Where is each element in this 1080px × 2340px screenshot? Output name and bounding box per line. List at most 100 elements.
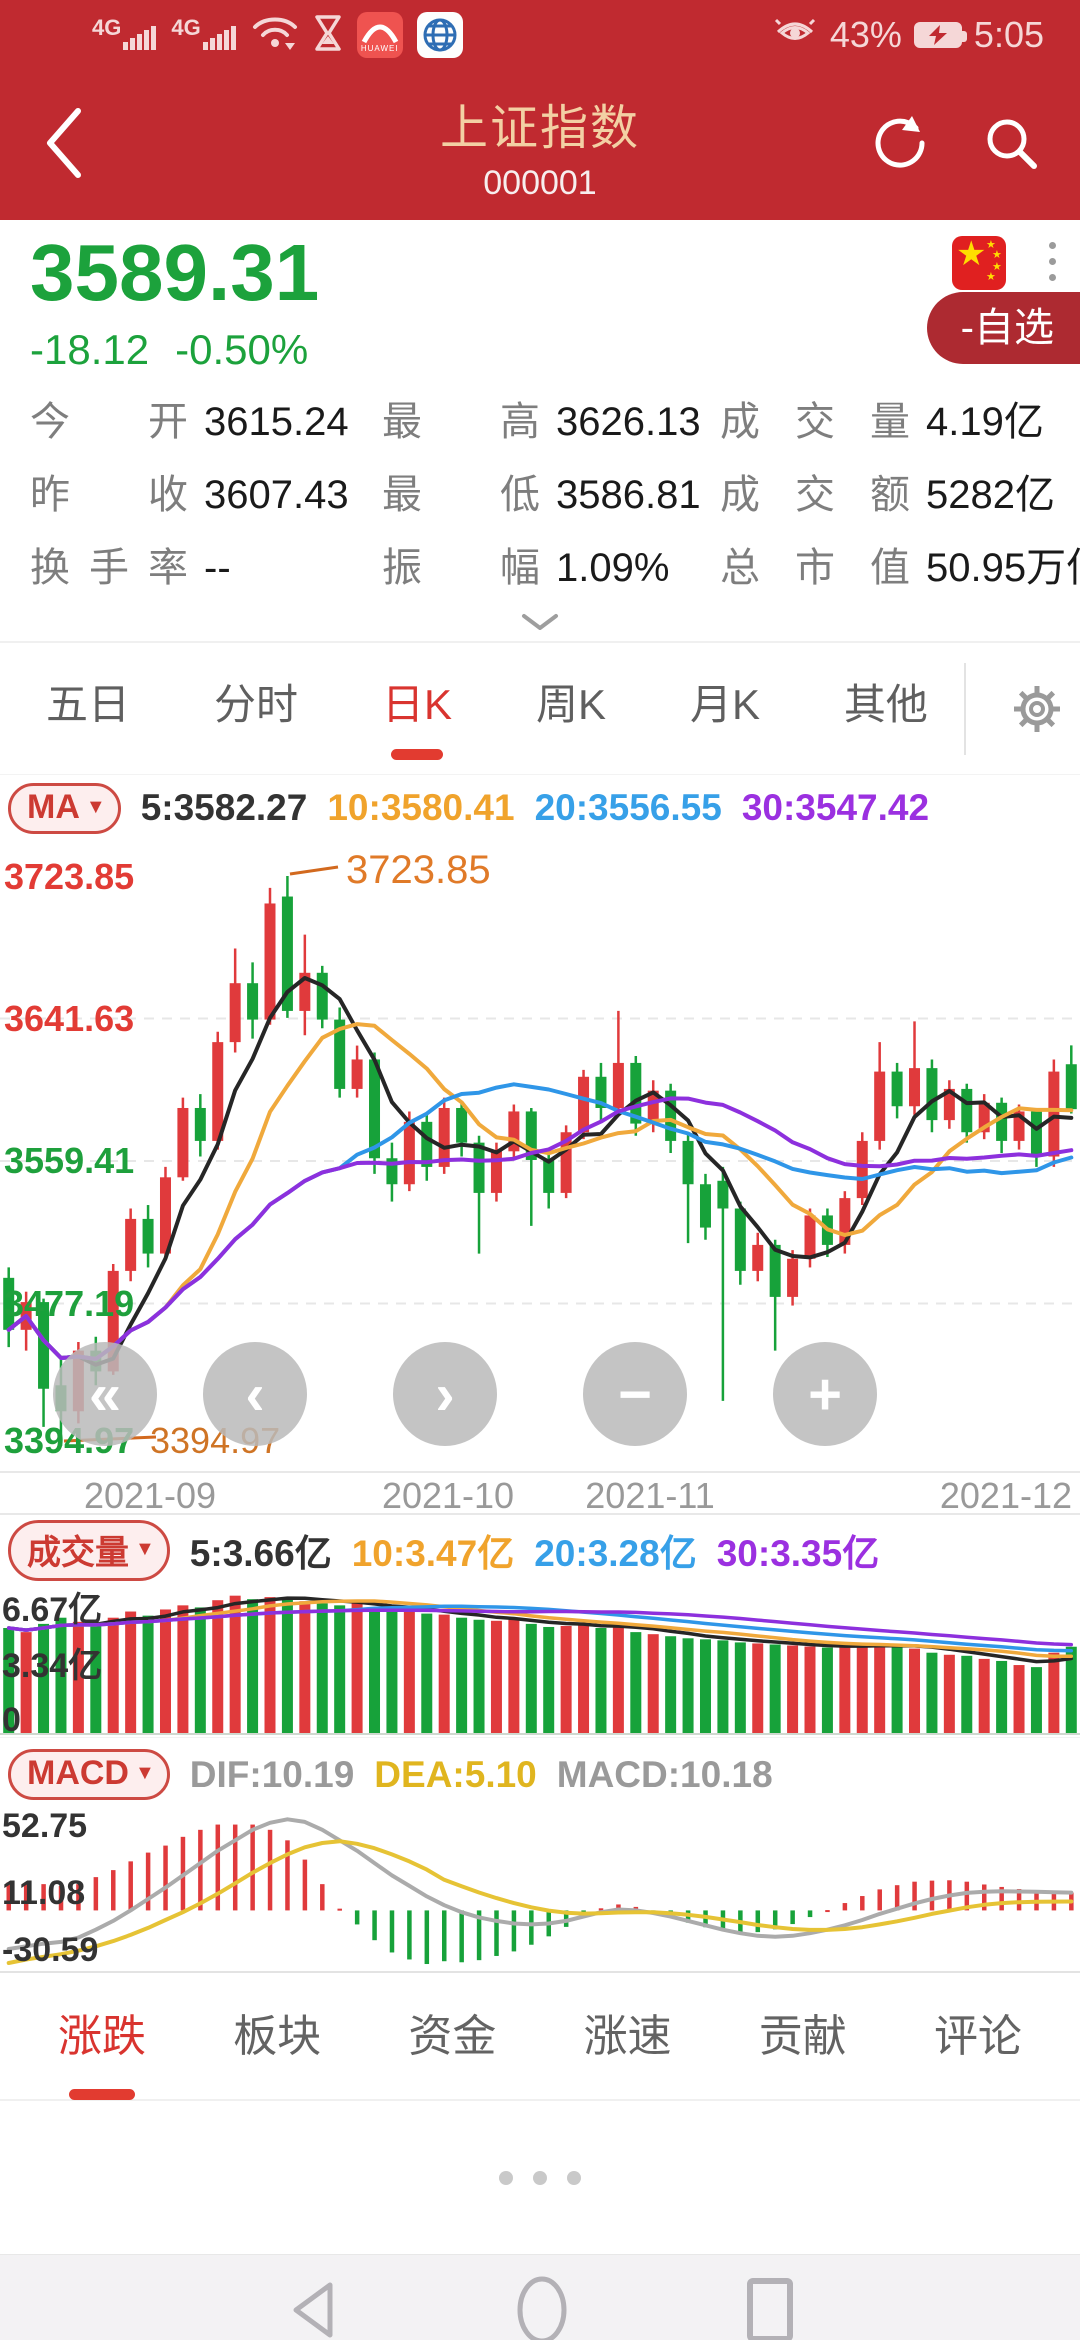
chart-zoom-out-button[interactable]: − [583, 1342, 687, 1446]
x-axis-label: 2021-10 [381, 1475, 515, 1516]
dif-value: DIF:10.19 [189, 1753, 355, 1795]
vol-ma20-value: 20:3.28亿 [534, 1533, 697, 1574]
svg-text:3723.85: 3723.85 [4, 856, 134, 897]
stat-low: 最低 3586.81 [382, 473, 701, 517]
eye-comfort-icon [772, 16, 818, 55]
android-navigation-bar [0, 2254, 1080, 2340]
stats-grid: 今开 3615.24 最高 3626.13 成交量 4.19亿 昨收 3607.43 最… [0, 378, 1080, 605]
nav-recents-button[interactable] [746, 2277, 794, 2340]
ma-indicator-pill[interactable]: MA ▼ [8, 782, 121, 834]
ma-indicator-row: MA ▼ 5:3582.27 10:3580.41 20:3556.55 30:3… [0, 774, 1080, 841]
stat-high: 最高 3626.13 [382, 400, 701, 444]
vol-ma5-value: 5:3.66亿 [189, 1533, 332, 1574]
macd-indicator-pill[interactable]: MACD ▼ [8, 1749, 170, 1800]
expand-stats-button[interactable] [0, 605, 1080, 641]
tab-daily-k[interactable]: 日K [382, 671, 452, 746]
tab-funds[interactable]: 资金 [408, 2012, 497, 2061]
tab-monthly-k[interactable]: 月K [689, 681, 760, 728]
volume-indicator-pill[interactable]: 成交量 ▼ [8, 1519, 170, 1581]
back-button[interactable] [40, 103, 86, 188]
volume-chart[interactable]: 6.67亿 3.34亿 0 [0, 1585, 1080, 1737]
remove-watchlist-button[interactable]: -自选 [926, 292, 1080, 364]
signal-strength-icon-sim1: 4G [92, 15, 157, 50]
network-type-label: 4G [171, 15, 201, 40]
search-button[interactable] [982, 114, 1040, 177]
market-flag-icon[interactable]: ★ ★ ★ ★ ★ [952, 236, 1006, 290]
tab-sectors[interactable]: 板块 [233, 2012, 322, 2061]
stat-turnover-amount: 成交额 5282亿 [720, 473, 1055, 517]
current-price: 3589.31 [30, 228, 320, 317]
chevron-down-icon [522, 614, 558, 630]
clock-time: 5:05 [973, 14, 1044, 55]
svg-text:3477.19: 3477.19 [4, 1283, 134, 1324]
volume-indicator-row: 成交量 ▼ 5:3.66亿 10:3.47亿 20:3.28亿 30:3.35亿 [0, 1515, 1080, 1585]
svg-text:-30.59: -30.59 [2, 1931, 98, 1969]
dropdown-triangle-icon: ▼ [135, 1537, 155, 1560]
vol-ma10-value: 10:3.47亿 [351, 1533, 515, 1574]
ma5-value: 5:3582.27 [140, 787, 308, 828]
x-axis-label: 2021-11 [585, 1475, 715, 1516]
nav-back-button[interactable] [286, 2279, 338, 2340]
svg-text:3723.85: 3723.85 [346, 848, 491, 892]
ma20-value: 20:3556.55 [534, 787, 722, 828]
macd-chart[interactable]: 52.75 11.08 -30.59 [0, 1811, 1080, 1971]
kline-period-tabs: 五日 分时 日K 周K 月K 其他 [0, 643, 1080, 774]
tab-comments[interactable]: 评论 [933, 2012, 1022, 2061]
x-axis-label: 2021-09 [83, 1475, 217, 1516]
macd-indicator-row: MACD ▼ DIF:10.19 DEA:5.10 MACD:10.18 [0, 1737, 1080, 1811]
loading-dots [0, 2101, 1080, 2254]
macd-value: MACD:10.18 [556, 1753, 773, 1795]
candlestick-chart[interactable]: 3723.85 3723.85 3641.63 3559.41 3477.19 3394.… [0, 841, 1080, 1471]
huawei-app-icon: HUAWEI [356, 12, 403, 58]
tab-five-day[interactable]: 五日 [46, 681, 131, 728]
dropdown-triangle-icon: ▼ [134, 1762, 155, 1784]
tab-intraday[interactable]: 分时 [213, 681, 298, 728]
tab-speed[interactable]: 涨速 [583, 2012, 672, 2061]
stat-open: 今开 3615.24 [30, 400, 349, 444]
stat-turnover-rate: 换手率 -- [30, 546, 231, 590]
svg-text:11.08: 11.08 [2, 1874, 85, 1912]
quote-panel: 3589.31 -18.12 -0.50% ★ ★ ★ ★ ★ -自选 [0, 220, 1080, 378]
chart-first-page-button[interactable]: « [53, 1342, 157, 1446]
x-axis-dates: 2021-09 2021-10 2021-11 2021-12 [0, 1471, 1080, 1516]
tab-weekly-k[interactable]: 周K [535, 681, 606, 728]
chart-zoom-in-button[interactable]: + [773, 1342, 877, 1446]
vol-ma30-value: 30:3.35亿 [716, 1533, 880, 1574]
price-change-percent: -0.50% [175, 326, 309, 373]
dropdown-triangle-icon: ▼ [85, 795, 106, 818]
more-menu-icon[interactable] [1049, 242, 1056, 281]
tab-other[interactable]: 其他 [843, 681, 928, 728]
hourglass-alarm-icon [313, 14, 343, 57]
dea-value: DEA:5.10 [374, 1753, 537, 1795]
wifi-icon [251, 15, 299, 56]
browser-app-icon [416, 12, 463, 58]
svg-text:3559.41: 3559.41 [4, 1140, 134, 1181]
bottom-section-tabs: 涨跌 板块 资金 涨速 贡献 评论 [0, 1971, 1080, 2101]
settings-gear-icon[interactable] [994, 683, 1080, 735]
signal-strength-icon-sim2: 4G [171, 15, 236, 50]
svg-text:52.75: 52.75 [2, 1811, 87, 1845]
chart-prev-button[interactable]: ‹ [203, 1342, 307, 1446]
x-axis-label: 2021-12 [939, 1475, 1072, 1516]
price-change: -18.12 [30, 326, 150, 373]
network-type-label: 4G [92, 15, 122, 40]
tab-contribution[interactable]: 贡献 [758, 2012, 847, 2061]
chart-next-button[interactable]: › [393, 1342, 497, 1446]
stat-volume: 成交量 4.19亿 [720, 400, 1044, 444]
tab-gainers-losers[interactable]: 涨跌 [58, 2000, 146, 2072]
ma10-value: 10:3580.41 [327, 787, 515, 828]
svg-text:3641.63: 3641.63 [4, 998, 134, 1039]
battery-percent: 43% [829, 14, 902, 55]
svg-text:3.34亿: 3.34亿 [2, 1647, 102, 1685]
nav-header: 上证指数 000001 [0, 70, 1080, 220]
stat-prev-close: 昨收 3607.43 [30, 473, 349, 517]
svg-text:0: 0 [2, 1701, 21, 1737]
nav-home-button[interactable] [514, 2275, 570, 2340]
svg-text:6.67亿: 6.67亿 [2, 1591, 102, 1629]
battery-icon [913, 22, 967, 48]
status-bar: 4G 4G HUAWEI 4 [0, 0, 1080, 70]
stat-amplitude: 振幅 1.09% [382, 546, 670, 590]
refresh-button[interactable] [872, 114, 930, 177]
